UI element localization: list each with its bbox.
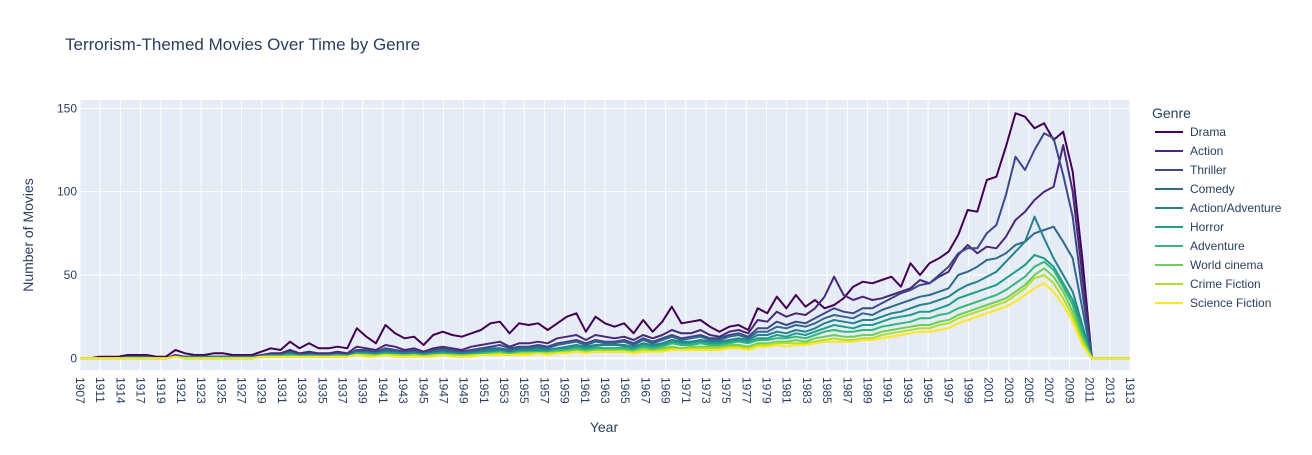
x-tick-label: 1969 — [659, 377, 673, 404]
x-tick-label: 1973 — [699, 377, 713, 404]
x-tick-label: 1917 — [134, 377, 148, 404]
x-tick-label: 1963 — [598, 377, 612, 404]
series-line-action-adventure — [80, 215, 1130, 360]
x-tick-label: 1957 — [537, 377, 551, 404]
x-tick-label: 1911 — [93, 377, 107, 403]
x-tick-label: 2007 — [1042, 377, 1056, 404]
y-tick-label: 150 — [57, 101, 77, 115]
x-tick-label: 1999 — [961, 377, 975, 404]
x-tick-label: 1959 — [558, 377, 572, 404]
legend-label-crime-fiction: Crime Fiction — [1190, 277, 1261, 291]
legend-label-action-adventure: Action/Adventure — [1190, 201, 1282, 215]
legend-label-drama: Drama — [1190, 125, 1226, 139]
series-line-science-fiction — [80, 282, 1130, 360]
x-tick-label: 2005 — [1022, 377, 1036, 404]
x-tick-label: 1933 — [295, 377, 309, 404]
x-tick-label: 1997 — [941, 377, 955, 404]
x-tick-label: 1989 — [861, 377, 875, 404]
x-tick-label: 1939 — [356, 377, 370, 404]
x-tick-label: 1914 — [113, 377, 127, 404]
legend-label-comedy: Comedy — [1190, 182, 1235, 196]
x-tick-label: 1965 — [618, 377, 632, 404]
x-tick-label: 1923 — [194, 377, 208, 404]
chart-title: Terrorism-Themed Movies Over Time by Gen… — [65, 35, 420, 54]
x-tick-label: 1983 — [800, 377, 814, 404]
legend-label-horror: Horror — [1190, 220, 1224, 234]
x-tick-label: 1931 — [275, 377, 289, 404]
y-tick-label: 100 — [57, 185, 77, 199]
x-tick-label: 1975 — [719, 377, 733, 404]
x-tick-label: 1947 — [436, 377, 450, 404]
x-tick-label: 1907 — [73, 377, 87, 404]
x-tick-label: 1951 — [477, 377, 491, 404]
x-tick-label: 1941 — [376, 377, 390, 404]
legend: Genre Drama Action Thriller Comedy Action/Ad… — [1152, 105, 1282, 310]
x-tick-label: 1991 — [881, 377, 895, 404]
y-tick-label: 0 — [70, 351, 77, 365]
x-tick-label: 1961 — [578, 377, 592, 404]
legend-label-science-fiction: Science Fiction — [1190, 296, 1271, 310]
x-tick-label: 2001 — [982, 377, 996, 404]
legend-title: Genre — [1152, 105, 1191, 121]
legend-label-action: Action — [1190, 144, 1223, 158]
series-line-drama — [80, 112, 1130, 360]
x-tick-label: 1993 — [901, 377, 915, 404]
x-tick-label: 1925 — [214, 377, 228, 404]
y-axis-label: Number of Movies — [20, 178, 36, 292]
legend-label-thriller: Thriller — [1190, 163, 1227, 177]
x-tick-label: 2003 — [1002, 377, 1016, 404]
x-tick-label: 1977 — [739, 377, 753, 404]
x-tick-label: 2013 — [1103, 377, 1117, 404]
x-tick-label: 1929 — [255, 377, 269, 404]
x-tick-label: 1921 — [174, 377, 188, 404]
x-tick-label: 1971 — [679, 377, 693, 404]
series-lines — [80, 112, 1130, 360]
x-tick-label: 1937 — [336, 377, 350, 404]
x-tick-label: 1953 — [497, 377, 511, 404]
x-tick-label: 1919 — [154, 377, 168, 404]
x-tick-label: 2011 — [1083, 377, 1097, 403]
legend-label-world-cinema: World cinema — [1190, 258, 1263, 272]
x-tick-label: 1943 — [396, 377, 410, 404]
x-tick-label: 1927 — [235, 377, 249, 404]
x-tick-label: 1995 — [921, 377, 935, 404]
x-tick-label: 1985 — [820, 377, 834, 404]
x-tick-labels: 1907 1911 1914 1917 1919 1921 1923 1925 1927 1929… — [73, 377, 1137, 404]
x-tick-label: 1987 — [840, 377, 854, 404]
y-tick-labels: 0 50 100 150 — [57, 101, 77, 365]
x-tick-label: 1935 — [315, 377, 329, 404]
x-tick-label: 1949 — [457, 377, 471, 404]
x-tick-label: 2009 — [1062, 377, 1076, 404]
x-tick-label: 1981 — [780, 377, 794, 404]
legend-items: Drama Action Thriller Comedy Action/Adventur… — [1155, 125, 1282, 310]
x-tick-label: 1913 — [1123, 377, 1137, 404]
x-tick-label: 1979 — [760, 377, 774, 404]
legend-label-adventure: Adventure — [1190, 239, 1245, 253]
x-tick-label: 1955 — [517, 377, 531, 404]
x-tick-label: 1945 — [416, 377, 430, 404]
x-tick-label: 1967 — [638, 377, 652, 404]
y-tick-label: 50 — [64, 268, 78, 282]
x-axis-label: Year — [590, 419, 619, 435]
